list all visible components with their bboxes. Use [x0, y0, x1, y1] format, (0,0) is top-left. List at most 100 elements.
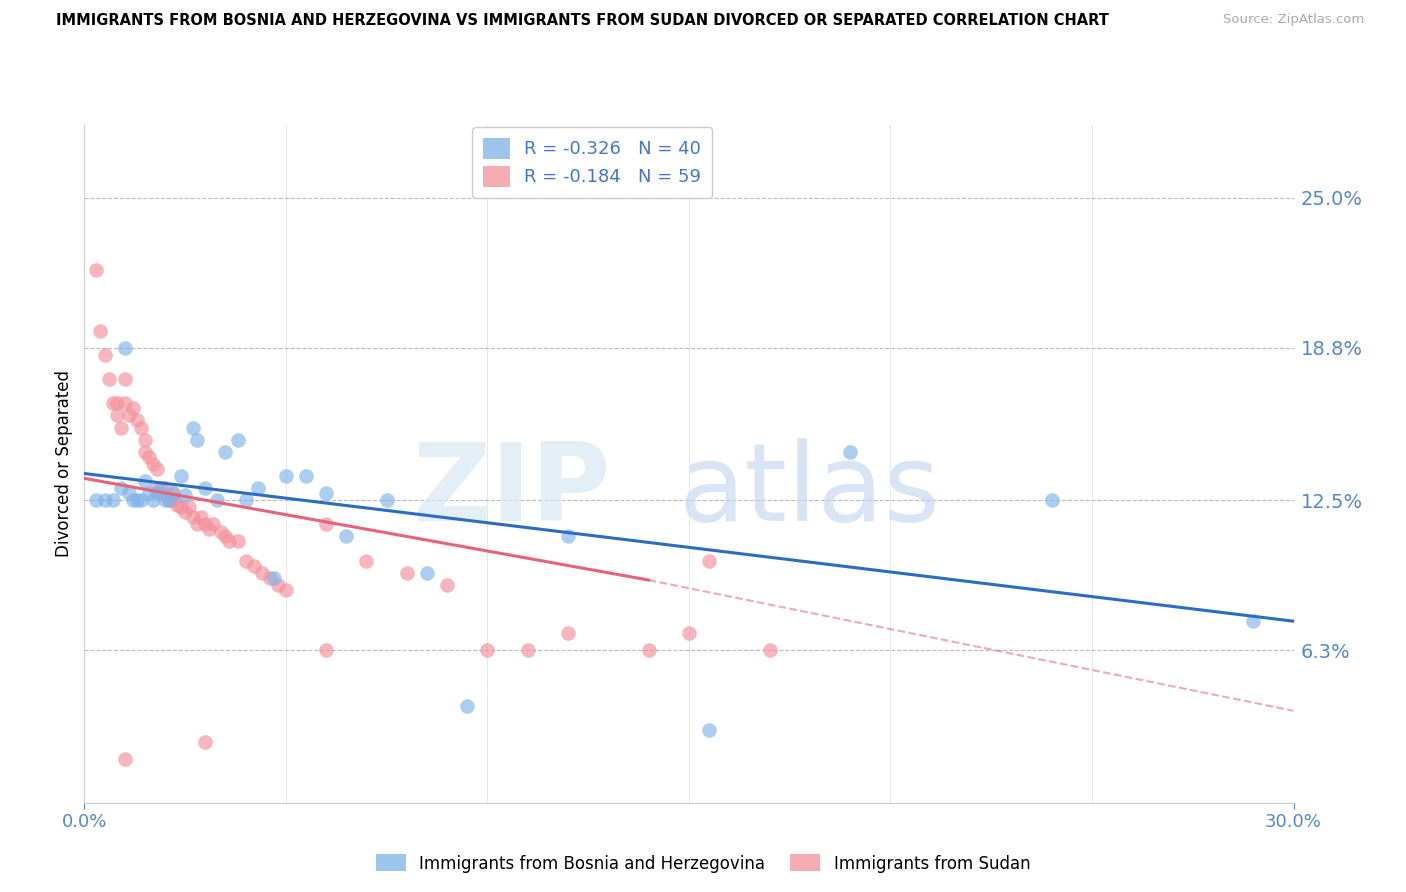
Text: Source: ZipAtlas.com: Source: ZipAtlas.com	[1223, 13, 1364, 27]
Point	[235, 493, 257, 508]
Point	[456, 698, 478, 713]
Point	[149, 481, 172, 495]
Point	[157, 493, 180, 508]
Point	[129, 493, 152, 508]
Point	[134, 444, 156, 458]
Point	[162, 486, 184, 500]
Point	[267, 578, 290, 592]
Point	[105, 396, 128, 410]
Point	[1040, 493, 1063, 508]
Point	[142, 457, 165, 471]
Point	[162, 493, 184, 508]
Point	[97, 372, 120, 386]
Point	[758, 643, 780, 657]
Point	[477, 643, 499, 657]
Point	[259, 571, 281, 585]
Point	[118, 486, 141, 500]
Point	[101, 396, 124, 410]
Point	[214, 529, 236, 543]
Point	[315, 486, 337, 500]
Point	[146, 461, 169, 475]
Point	[114, 752, 136, 766]
Point	[170, 500, 193, 515]
Point	[356, 554, 378, 568]
Point	[149, 486, 172, 500]
Point	[250, 566, 273, 580]
Point	[186, 517, 208, 532]
Point	[118, 409, 141, 423]
Point	[86, 263, 108, 277]
Point	[242, 558, 264, 573]
Point	[226, 534, 249, 549]
Point	[138, 486, 160, 500]
Point	[198, 522, 221, 536]
Point	[89, 324, 111, 338]
Point	[170, 469, 193, 483]
Text: ZIP: ZIP	[412, 438, 610, 544]
Point	[214, 444, 236, 458]
Point	[110, 420, 132, 434]
Point	[114, 396, 136, 410]
Point	[138, 450, 160, 464]
Point	[697, 723, 720, 738]
Point	[209, 524, 232, 539]
Legend: R = -0.326   N = 40, R = -0.184   N = 59: R = -0.326 N = 40, R = -0.184 N = 59	[472, 128, 713, 198]
Point	[129, 420, 152, 434]
Point	[114, 341, 136, 355]
Point	[93, 348, 115, 362]
Point	[174, 488, 197, 502]
Point	[274, 582, 297, 597]
Point	[174, 505, 197, 519]
Point	[153, 493, 176, 508]
Point	[274, 469, 297, 483]
Point	[335, 529, 357, 543]
Point	[181, 420, 204, 434]
Point	[194, 517, 217, 532]
Point	[678, 626, 700, 640]
Point	[295, 469, 318, 483]
Point	[315, 643, 337, 657]
Point	[142, 493, 165, 508]
Point	[105, 409, 128, 423]
Point	[416, 566, 439, 580]
Point	[121, 493, 143, 508]
Point	[86, 493, 108, 508]
Text: atlas: atlas	[679, 438, 941, 544]
Point	[181, 510, 204, 524]
Point	[218, 534, 240, 549]
Point	[235, 554, 257, 568]
Point	[839, 444, 862, 458]
Point	[194, 735, 217, 749]
Point	[557, 529, 579, 543]
Point	[375, 493, 398, 508]
Point	[190, 510, 212, 524]
Point	[202, 517, 225, 532]
Point	[179, 500, 201, 515]
Point	[226, 433, 249, 447]
Point	[207, 493, 229, 508]
Point	[436, 578, 458, 592]
Point	[146, 486, 169, 500]
Point	[186, 433, 208, 447]
Point	[134, 474, 156, 488]
Point	[162, 486, 184, 500]
Point	[93, 493, 115, 508]
Point	[315, 517, 337, 532]
Point	[125, 413, 148, 427]
Point	[110, 481, 132, 495]
Y-axis label: Divorced or Separated: Divorced or Separated	[55, 370, 73, 558]
Point	[114, 372, 136, 386]
Point	[134, 433, 156, 447]
Point	[125, 493, 148, 508]
Point	[153, 481, 176, 495]
Legend: Immigrants from Bosnia and Herzegovina, Immigrants from Sudan: Immigrants from Bosnia and Herzegovina, …	[370, 847, 1036, 880]
Point	[263, 571, 285, 585]
Point	[157, 493, 180, 508]
Point	[1241, 614, 1264, 628]
Point	[697, 554, 720, 568]
Point	[395, 566, 418, 580]
Point	[121, 401, 143, 416]
Point	[246, 481, 269, 495]
Point	[194, 481, 217, 495]
Point	[101, 493, 124, 508]
